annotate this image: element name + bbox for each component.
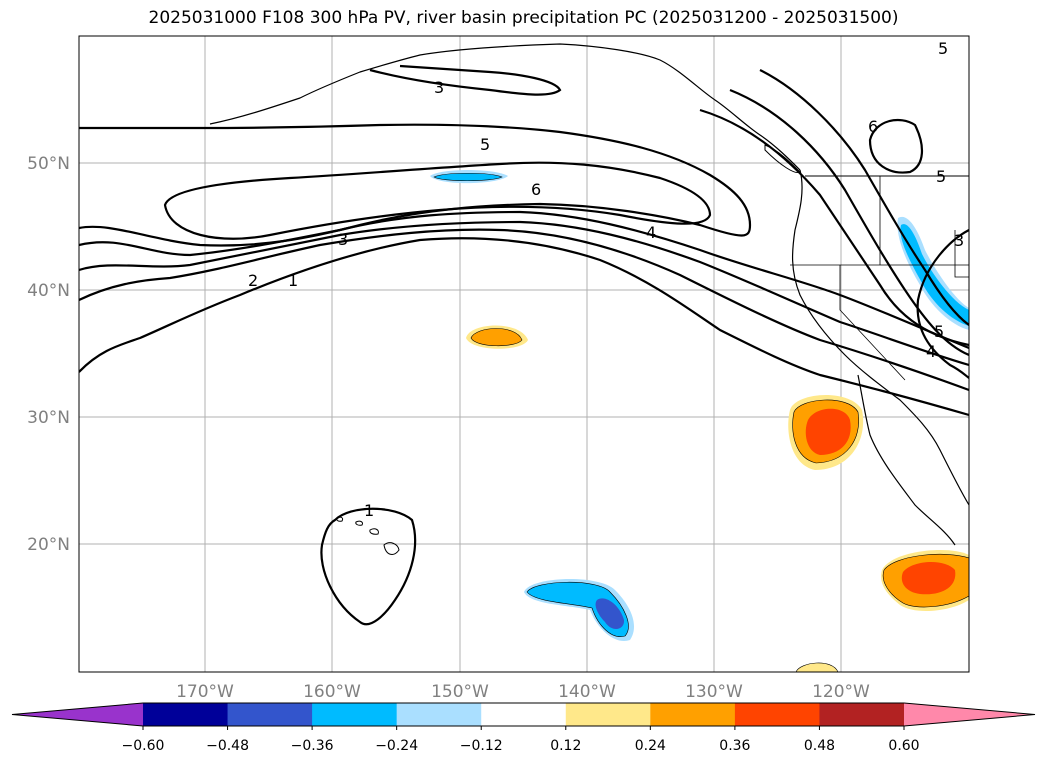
hawaii-island-oahu bbox=[355, 520, 363, 526]
map-layers: 3 5 6 4 3 2 1 1 5 6 5 3 4 5 bbox=[79, 36, 969, 672]
pv-contour-east-3 bbox=[759, 69, 969, 326]
pv-contour-3-north bbox=[369, 64, 562, 96]
pv-contour-1 bbox=[79, 237, 969, 417]
colorbar-tick-label: −0.12 bbox=[460, 738, 503, 754]
pv-contour-6 bbox=[163, 161, 712, 240]
lon-label: 130°W bbox=[685, 682, 743, 702]
contour-label: 6 bbox=[868, 117, 878, 136]
contour-label: 1 bbox=[288, 271, 298, 290]
pv-contour-4 bbox=[79, 210, 969, 350]
precip-negative-core-sierra bbox=[900, 224, 969, 326]
map-background bbox=[79, 36, 969, 672]
colorbar-segment bbox=[396, 703, 482, 726]
map-title: 2025031000 F108 300 hPa PV, river basin … bbox=[148, 8, 899, 28]
contour-label: 3 bbox=[954, 231, 964, 250]
hawaii-island-big bbox=[383, 542, 400, 555]
precip-negative-core-north bbox=[433, 172, 503, 182]
contour-label: 3 bbox=[434, 78, 444, 97]
pv-contours bbox=[79, 64, 969, 626]
pv-contour-east-loop bbox=[916, 229, 969, 379]
contour-label: 5 bbox=[938, 39, 948, 58]
contour-labels: 3 5 6 4 3 2 1 1 5 6 5 3 4 5 bbox=[248, 39, 964, 520]
contour-label: 5 bbox=[480, 135, 490, 154]
colorbar-tick-label: 0.60 bbox=[888, 738, 919, 754]
precip-negative-core-south bbox=[595, 598, 625, 629]
colorbar-segment bbox=[565, 703, 651, 726]
colorbar: −0.60 −0.48 −0.36 −0.24 −0.12 0.12 0.24 0.36 0.4… bbox=[11, 702, 1036, 754]
contour-label: 1 bbox=[364, 501, 374, 520]
colorbar-extend-high bbox=[904, 703, 1035, 726]
lat-label: 50°N bbox=[27, 154, 70, 174]
pv-contour-hawaii-1 bbox=[320, 507, 417, 626]
colorbar-tick-label: 0.12 bbox=[550, 738, 581, 754]
colorbar-tick-label: 0.48 bbox=[804, 738, 835, 754]
colorbar-segment bbox=[143, 703, 229, 726]
longitude-labels: 170°W 160°W 150°W 140°W 130°W 120°W bbox=[176, 682, 870, 702]
colorbar-segment bbox=[819, 703, 905, 726]
lat-label: 40°N bbox=[27, 281, 70, 301]
colorbar-segment bbox=[734, 703, 820, 726]
precip-positive-core-central bbox=[470, 328, 523, 347]
coastline-pacific-northwest bbox=[791, 169, 969, 506]
colorbar-segment bbox=[650, 703, 736, 726]
coastline-alaska bbox=[209, 43, 801, 171]
contour-label: 5 bbox=[936, 167, 946, 186]
hawaii-island-maui bbox=[369, 528, 379, 535]
precip-anomaly-fills bbox=[430, 170, 969, 672]
contour-label: 3 bbox=[338, 230, 348, 249]
lat-label: 30°N bbox=[27, 408, 70, 428]
colorbar-extend-low bbox=[12, 703, 143, 726]
contour-label: 6 bbox=[531, 180, 541, 199]
pv-contour-2 bbox=[79, 228, 969, 392]
colorbar-tick-label: −0.24 bbox=[375, 738, 418, 754]
lon-label: 150°W bbox=[431, 682, 489, 702]
contour-label: 4 bbox=[646, 223, 656, 242]
colorbar-tick-label: −0.60 bbox=[122, 738, 165, 754]
pv-contour-3 bbox=[79, 220, 969, 367]
lon-label: 120°W bbox=[812, 682, 870, 702]
coastline-baja-inner bbox=[857, 374, 956, 546]
pv-contour-east-1 bbox=[699, 108, 969, 347]
contour-label: 5 bbox=[934, 322, 944, 341]
colorbar-tick-label: 0.36 bbox=[719, 738, 750, 754]
coastlines bbox=[209, 43, 969, 555]
pv-contour-6-ne bbox=[868, 118, 923, 174]
map-frame bbox=[78, 35, 970, 673]
colorbar-segment bbox=[481, 703, 567, 726]
colorbar-segment bbox=[312, 703, 398, 726]
colorbar-tick-label: −0.36 bbox=[291, 738, 334, 754]
precip-positive-core-mexico bbox=[901, 561, 956, 595]
pv-contour-5 bbox=[79, 123, 752, 247]
lon-label: 170°W bbox=[176, 682, 234, 702]
border-state-east bbox=[954, 230, 969, 278]
precip-negative-mid-south bbox=[526, 581, 629, 637]
colorbar-segment bbox=[227, 703, 313, 726]
contour-label: 2 bbox=[248, 271, 258, 290]
contour-label: 4 bbox=[926, 342, 936, 361]
colorbar-tick-label: −0.48 bbox=[206, 738, 249, 754]
colorbar-tick-label: 0.24 bbox=[635, 738, 666, 754]
lon-label: 140°W bbox=[558, 682, 616, 702]
border-ca-nv bbox=[839, 265, 906, 381]
pv-contour-east-2 bbox=[729, 88, 969, 357]
lat-label: 20°N bbox=[27, 535, 70, 555]
precip-positive-core-socal bbox=[805, 408, 851, 455]
lon-label: 160°W bbox=[303, 682, 361, 702]
latitude-labels: 50°N 40°N 30°N 20°N bbox=[27, 154, 70, 555]
